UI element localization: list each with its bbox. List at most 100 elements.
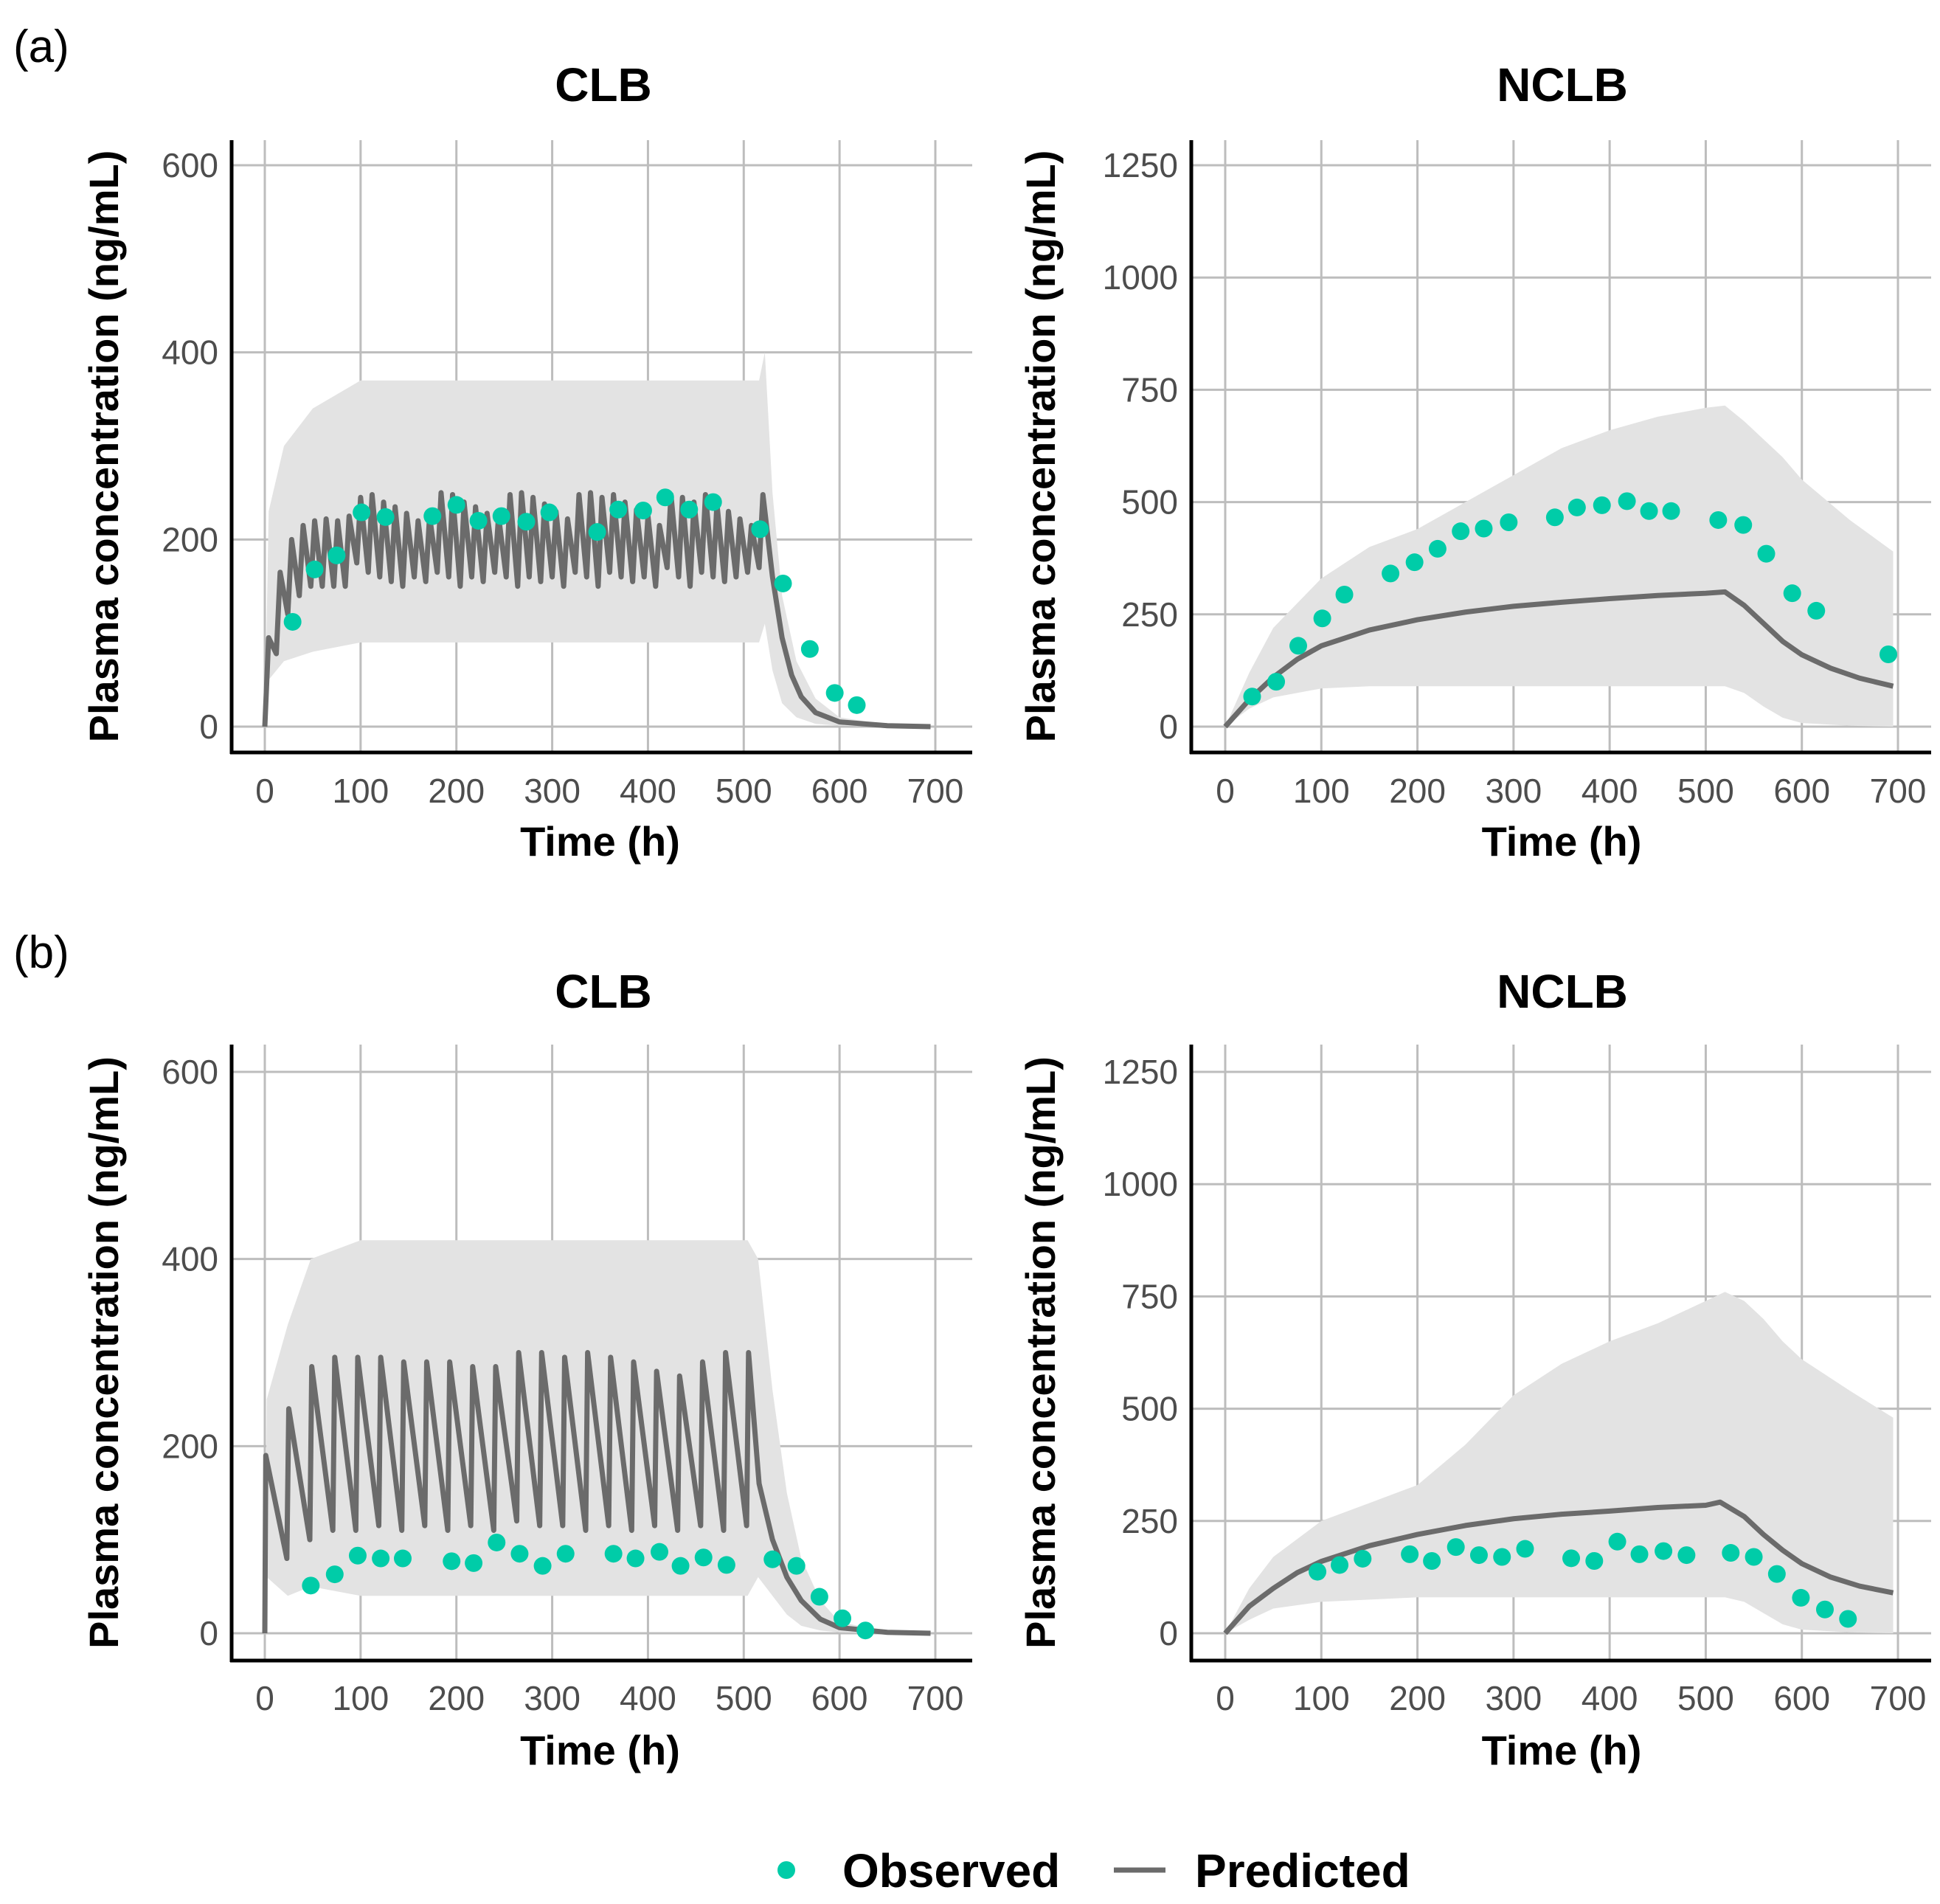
- observed-point: [763, 1550, 782, 1568]
- observed-point: [1243, 688, 1261, 706]
- observed-point: [533, 1557, 552, 1575]
- observed-point: [443, 1552, 461, 1571]
- observed-point: [609, 500, 628, 519]
- y-axis-label: Plasma concentration (ng/mL): [80, 1056, 127, 1649]
- observed-point: [1815, 1600, 1834, 1619]
- x-tick-label: 500: [1677, 772, 1734, 810]
- x-axis-label: Time (h): [520, 818, 680, 865]
- y-tick-label: 1000: [1103, 258, 1178, 297]
- observed-point: [634, 502, 652, 520]
- observed-point: [1630, 1545, 1649, 1563]
- panels: 0 100 200 300 400 500 600 700 0 200 400 600 CLB Time …: [80, 58, 1931, 1773]
- y-tick-label: 750: [1121, 370, 1178, 409]
- observed-point: [556, 1545, 575, 1563]
- observed-point: [704, 493, 722, 511]
- y-tick-label: 200: [162, 520, 218, 558]
- observed-point: [1309, 1562, 1327, 1581]
- observed-point: [1655, 1542, 1673, 1560]
- observed-point: [1767, 1565, 1786, 1583]
- observed-point: [423, 507, 442, 525]
- x-tick-label: 300: [524, 1679, 581, 1717]
- observed-point: [1447, 1538, 1465, 1557]
- observed-point: [1428, 539, 1447, 558]
- observed-point: [694, 1548, 713, 1567]
- observed-point: [1469, 1546, 1488, 1565]
- panel-title: CLB: [555, 965, 652, 1018]
- y-tick-label: 0: [199, 1614, 218, 1652]
- y-tick-label: 0: [1159, 707, 1178, 746]
- observed-point: [1879, 645, 1897, 663]
- x-tick-label: 100: [332, 1679, 389, 1717]
- observed-point: [305, 560, 324, 578]
- observed-point: [1608, 1532, 1627, 1551]
- observed-point: [1289, 637, 1308, 655]
- observed-point: [447, 496, 465, 514]
- y-tick-label: 750: [1121, 1277, 1178, 1315]
- x-axis-label: Time (h): [1482, 1727, 1642, 1773]
- observed-point: [671, 1557, 690, 1575]
- x-tick-label: 600: [811, 772, 868, 810]
- predicted-line: [1223, 1499, 1894, 1635]
- observed-point: [540, 503, 558, 522]
- prediction-interval-band: [1225, 1292, 1894, 1633]
- x-tick-label: 600: [1773, 772, 1830, 810]
- x-tick-label: 500: [1677, 1679, 1734, 1717]
- observed-point: [488, 1533, 506, 1551]
- observed-point: [1405, 553, 1424, 572]
- y-tick-label: 1250: [1103, 1053, 1178, 1091]
- x-tick-label: 100: [1293, 772, 1350, 810]
- y-axis-label: Plasma concentration (ng/mL): [1017, 1056, 1064, 1649]
- observed-point: [825, 684, 844, 702]
- observed-point: [492, 507, 510, 525]
- x-axis-label: Time (h): [1482, 818, 1642, 865]
- x-tick-label: 200: [1389, 1679, 1446, 1717]
- observed-point: [774, 574, 792, 592]
- x-tick-label: 0: [1216, 772, 1235, 810]
- observed-point: [1585, 1551, 1604, 1570]
- x-tick-label: 400: [620, 772, 676, 810]
- y-tick-label: 0: [1159, 1614, 1178, 1652]
- x-axis-label: Time (h): [520, 1727, 680, 1773]
- legend-observed-marker: [777, 1861, 795, 1879]
- predicted-line: [262, 490, 931, 730]
- observed-point: [810, 1588, 828, 1606]
- observed-point: [1562, 1549, 1581, 1568]
- observed-point: [588, 523, 606, 541]
- x-tick-label: 200: [1389, 772, 1446, 810]
- observed-point: [302, 1576, 320, 1595]
- x-tick-label: 700: [907, 1679, 964, 1717]
- x-tick-label: 300: [1485, 772, 1542, 810]
- y-tick-label: 400: [162, 333, 218, 372]
- x-tick-label: 700: [1870, 772, 1927, 810]
- observed-point: [325, 1565, 344, 1584]
- y-axis-label: Plasma concentration (ng/mL): [80, 150, 127, 743]
- y-tick-label: 200: [162, 1427, 218, 1465]
- observed-point: [353, 503, 371, 522]
- observed-point: [1516, 1540, 1534, 1558]
- x-tick-label: 500: [716, 1679, 772, 1717]
- legend-observed-label: Observed: [842, 1844, 1060, 1897]
- observed-point: [1722, 1544, 1740, 1562]
- observed-point: [510, 1545, 529, 1563]
- observed-point: [1475, 519, 1493, 538]
- observed-point: [1500, 513, 1518, 531]
- panel-title: NCLB: [1497, 58, 1628, 111]
- x-tick-label: 500: [716, 772, 772, 810]
- observed-point: [1640, 502, 1658, 520]
- x-tick-label: 300: [524, 772, 581, 810]
- x-tick-label: 0: [255, 772, 274, 810]
- y-tick-label: 400: [162, 1240, 218, 1278]
- observed-point: [604, 1545, 623, 1563]
- observed-point: [1423, 1551, 1441, 1570]
- observed-point: [1677, 1546, 1696, 1565]
- observed-point: [680, 500, 699, 519]
- observed-point: [787, 1557, 806, 1575]
- x-tick-label: 600: [811, 1679, 868, 1717]
- observed-point: [1839, 1610, 1857, 1628]
- observed-point: [469, 511, 488, 530]
- y-axis-label: Plasma concentration (ng/mL): [1017, 150, 1064, 743]
- y-tick-label: 0: [199, 707, 218, 746]
- predicted-line: [262, 1350, 931, 1636]
- panel-clb-b: 0 100 200 300 400 500 600 700 0 200 400 600 CLB Time …: [80, 965, 972, 1773]
